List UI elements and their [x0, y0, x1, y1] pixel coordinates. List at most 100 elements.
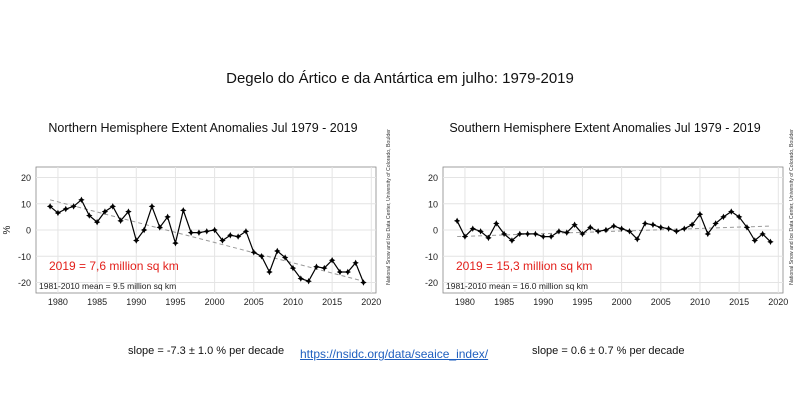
data-point	[258, 253, 265, 260]
data-point	[109, 203, 116, 210]
data-point	[219, 237, 226, 244]
data-point	[688, 221, 696, 228]
y-tick-label: 10	[21, 199, 31, 209]
x-tick-label: 2015	[322, 297, 342, 307]
data-point	[735, 213, 743, 221]
annotation-2019-south: 2019 = 15,3 million sq km	[456, 259, 592, 273]
x-tick-label: 1995	[572, 297, 592, 307]
data-point	[211, 226, 218, 234]
slope-south: slope = 0.6 ± 0.7 % per decade	[532, 345, 685, 357]
y-tick-label: -20	[18, 278, 31, 288]
x-tick-label: 2010	[283, 297, 303, 307]
data-point	[743, 224, 751, 231]
data-point	[70, 203, 77, 210]
data-point	[46, 203, 54, 210]
mean-label-north: 1981-2010 mean = 9.5 million sq km	[39, 281, 176, 291]
data-point	[751, 237, 758, 244]
x-tick-label: 2000	[205, 297, 225, 307]
trend-line-north	[49, 199, 364, 282]
data-point	[563, 229, 570, 236]
data-point	[618, 225, 625, 232]
trend-line-south	[457, 225, 771, 238]
data-point	[344, 268, 351, 276]
page-title: Degelo do Ártico e da Antártica em julho…	[226, 70, 574, 87]
data-point	[360, 279, 367, 286]
data-point	[281, 254, 289, 261]
data-point	[54, 209, 62, 217]
data-point	[508, 237, 516, 244]
data-point	[187, 229, 195, 236]
data-point	[712, 220, 719, 227]
data-point	[289, 264, 297, 272]
x-tick-label: 2005	[651, 297, 671, 307]
data-point	[555, 228, 563, 235]
data-point	[93, 218, 101, 226]
data-point	[657, 224, 664, 231]
mean-label-south: 1981-2010 mean = 16.0 million sq km	[446, 281, 588, 291]
data-point	[133, 237, 140, 244]
x-tick-label: 1980	[455, 297, 475, 307]
x-tick-label: 1985	[494, 297, 514, 307]
data-point	[571, 221, 578, 228]
chart-south: Southern Hemisphere Extent Anomalies Jul…	[425, 121, 795, 307]
data-point	[641, 220, 649, 227]
data-point	[227, 232, 234, 239]
x-tick-label: 1990	[126, 297, 146, 307]
data-point	[485, 234, 492, 242]
data-point	[665, 225, 672, 232]
data-point	[461, 233, 469, 240]
data-point	[242, 228, 250, 235]
data-point	[336, 268, 344, 276]
data-point	[681, 225, 688, 232]
data-point	[767, 238, 774, 246]
annotation-2019-north: 2019 = 7,6 million sq km	[49, 259, 179, 273]
data-point	[626, 228, 633, 235]
x-tick-label: 1985	[87, 297, 107, 307]
y-tick-label: -10	[425, 252, 438, 262]
slope-north: slope = -7.3 ± 1.0 % per decade	[128, 345, 285, 357]
chart-north: Northern Hemisphere Extent Anomalies Jul…	[2, 121, 392, 307]
data-point	[579, 230, 586, 238]
data-point	[540, 233, 547, 240]
y-axis-label: %	[2, 225, 13, 234]
data-point	[532, 230, 539, 238]
data-point	[321, 264, 328, 272]
y-tick-label: -10	[18, 252, 31, 262]
data-point	[148, 203, 156, 210]
data-point	[610, 222, 617, 230]
nsidc-link[interactable]: https://nsidc.org/data/seaice_index/	[300, 347, 489, 361]
y-tick-label: 20	[428, 173, 438, 183]
data-point	[234, 233, 242, 240]
data-point	[172, 239, 179, 247]
data-point	[203, 228, 210, 235]
y-tick-label: 10	[428, 199, 438, 209]
data-point	[704, 230, 711, 238]
data-point	[180, 207, 187, 214]
x-tick-label: 2000	[612, 297, 632, 307]
data-point	[524, 230, 531, 238]
y-tick-label: -20	[425, 278, 438, 288]
data-point	[62, 205, 69, 213]
x-tick-label: 2015	[729, 297, 749, 307]
data-point	[313, 263, 320, 270]
credit-text-north: National Snow and Ice Data Center, Unive…	[386, 129, 392, 285]
data-point	[86, 212, 93, 219]
data-point	[274, 247, 281, 255]
x-tick-label: 1980	[48, 297, 68, 307]
x-tick-label: 2020	[768, 297, 788, 307]
y-tick-label: 20	[21, 173, 31, 183]
data-point	[720, 213, 727, 221]
data-point	[493, 220, 500, 227]
data-point	[602, 226, 610, 234]
data-point	[140, 226, 148, 234]
x-tick-label: 2020	[361, 297, 381, 307]
chart-title-north: Northern Hemisphere Extent Anomalies Jul…	[48, 121, 357, 135]
data-point	[500, 230, 508, 238]
data-point	[759, 230, 766, 238]
data-point	[297, 275, 304, 282]
x-tick-label: 2010	[690, 297, 710, 307]
x-tick-label: 1990	[533, 297, 553, 307]
data-point	[547, 233, 555, 240]
data-point	[250, 249, 257, 256]
data-point	[352, 259, 359, 267]
